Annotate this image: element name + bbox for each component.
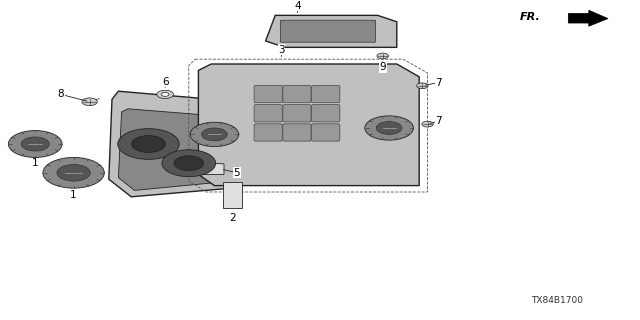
Text: FR.: FR. xyxy=(520,12,541,22)
Circle shape xyxy=(21,137,49,151)
Circle shape xyxy=(43,157,104,188)
Circle shape xyxy=(161,92,169,96)
Text: 7: 7 xyxy=(435,116,442,126)
FancyBboxPatch shape xyxy=(254,85,282,103)
Text: 8: 8 xyxy=(58,89,64,100)
Polygon shape xyxy=(198,64,419,186)
Circle shape xyxy=(376,122,402,134)
Text: 1: 1 xyxy=(32,158,38,168)
Circle shape xyxy=(157,90,173,99)
Text: 6: 6 xyxy=(162,76,168,87)
Circle shape xyxy=(377,53,388,59)
Text: 2: 2 xyxy=(229,212,236,223)
Circle shape xyxy=(132,136,165,152)
FancyBboxPatch shape xyxy=(283,124,311,141)
FancyBboxPatch shape xyxy=(312,124,340,141)
Polygon shape xyxy=(198,163,224,174)
FancyBboxPatch shape xyxy=(312,85,340,103)
FancyBboxPatch shape xyxy=(280,20,376,42)
FancyBboxPatch shape xyxy=(254,105,282,122)
FancyBboxPatch shape xyxy=(283,85,311,103)
Circle shape xyxy=(162,150,216,177)
Circle shape xyxy=(190,122,239,147)
Text: 7: 7 xyxy=(435,77,442,88)
Circle shape xyxy=(118,129,179,159)
Circle shape xyxy=(82,98,97,106)
Text: 9: 9 xyxy=(380,62,386,72)
Text: 3: 3 xyxy=(278,44,285,55)
Text: TX84B1700: TX84B1700 xyxy=(531,296,583,305)
Circle shape xyxy=(202,128,227,141)
Polygon shape xyxy=(109,91,227,197)
FancyBboxPatch shape xyxy=(312,105,340,122)
Circle shape xyxy=(422,121,433,127)
Polygon shape xyxy=(266,15,397,47)
Circle shape xyxy=(365,116,413,140)
Polygon shape xyxy=(118,109,221,190)
Polygon shape xyxy=(223,182,242,208)
FancyBboxPatch shape xyxy=(283,105,311,122)
Circle shape xyxy=(57,164,90,181)
Text: 4: 4 xyxy=(294,1,301,11)
Text: 5: 5 xyxy=(234,168,240,178)
Text: 1: 1 xyxy=(70,190,77,200)
Circle shape xyxy=(417,83,428,89)
Circle shape xyxy=(174,156,204,171)
Circle shape xyxy=(8,131,62,157)
Polygon shape xyxy=(568,10,608,26)
FancyBboxPatch shape xyxy=(254,124,282,141)
